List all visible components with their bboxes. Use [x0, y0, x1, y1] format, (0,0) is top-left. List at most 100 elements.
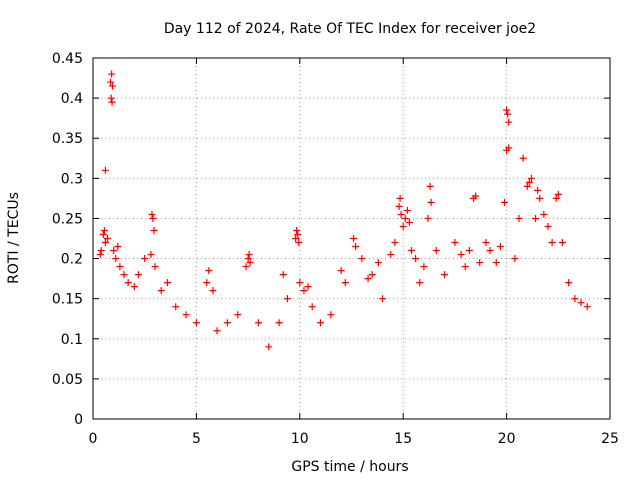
y-axis-label: ROTI / TECUs — [6, 192, 22, 284]
data-point — [157, 287, 165, 295]
data-point — [523, 182, 531, 190]
data-point — [308, 303, 316, 311]
data-point — [295, 239, 303, 247]
data-point — [424, 214, 432, 222]
data-point — [245, 251, 253, 259]
data-point — [108, 70, 116, 78]
y-tick-label: 0 — [74, 412, 83, 428]
data-point — [492, 259, 500, 267]
data-point — [108, 98, 116, 106]
data-point — [399, 222, 407, 230]
data-point — [554, 190, 562, 198]
y-tick-label: 0.05 — [52, 372, 83, 388]
data-point — [548, 239, 556, 247]
data-point — [364, 275, 372, 283]
data-point — [426, 182, 434, 190]
data-point — [151, 263, 159, 271]
data-point — [397, 210, 405, 218]
data-point — [103, 235, 111, 242]
grid-lines — [93, 58, 610, 419]
data-point — [368, 271, 376, 279]
data-point — [209, 287, 217, 295]
data-point — [527, 174, 535, 182]
data-point — [283, 295, 291, 303]
data-point — [472, 192, 480, 200]
data-point — [583, 303, 591, 311]
data-point — [544, 222, 552, 230]
data-point — [172, 303, 180, 311]
data-point — [147, 251, 155, 259]
data-point — [107, 78, 115, 86]
data-point — [124, 279, 132, 287]
data-point — [451, 239, 459, 247]
data-point — [558, 239, 566, 247]
x-axis-label: GPS time / hours — [291, 459, 408, 475]
plot-frame — [92, 57, 611, 420]
data-point — [503, 106, 511, 114]
data-point — [246, 259, 254, 267]
data-point — [304, 283, 312, 291]
data-point — [300, 287, 308, 295]
data-point — [511, 255, 519, 263]
y-tick-label: 0.1 — [61, 332, 83, 348]
data-point — [116, 263, 124, 271]
x-tick-label: 5 — [192, 431, 201, 447]
data-point — [182, 311, 190, 319]
data-point — [203, 279, 211, 287]
data-point — [532, 214, 540, 222]
axis-ticks — [92, 57, 611, 420]
data-point — [405, 218, 413, 226]
data-point — [515, 214, 523, 222]
data-point — [525, 178, 533, 186]
y-tick-label: 0.15 — [52, 292, 83, 308]
data-points — [96, 70, 591, 351]
x-tick-label: 25 — [601, 431, 619, 447]
data-point — [407, 247, 415, 255]
data-point — [279, 271, 287, 279]
data-point — [130, 283, 138, 291]
data-point — [461, 263, 469, 271]
data-point — [416, 279, 424, 287]
data-point — [374, 259, 382, 267]
chart-title: Day 112 of 2024, Rate Of TEC Index for r… — [164, 21, 536, 37]
data-point — [141, 255, 149, 263]
data-point — [296, 279, 304, 287]
data-point — [120, 271, 128, 279]
data-point — [101, 166, 109, 174]
data-point — [110, 247, 118, 255]
data-point — [401, 214, 409, 222]
data-point — [213, 327, 221, 335]
data-point — [504, 110, 512, 118]
data-point — [112, 255, 120, 263]
y-tick-label: 0.35 — [52, 131, 83, 147]
x-tick-label: 15 — [394, 431, 412, 447]
data-point — [316, 319, 324, 327]
x-tick-labels: 0 5 10 15 20 25 — [89, 431, 619, 447]
data-point — [265, 343, 273, 351]
data-point — [403, 206, 411, 214]
data-point — [205, 267, 213, 275]
data-point — [391, 239, 399, 247]
data-point — [337, 267, 345, 275]
data-point — [234, 311, 242, 319]
data-point — [501, 198, 509, 206]
data-point — [97, 247, 105, 255]
y-tick-label: 0.4 — [61, 91, 83, 107]
data-point — [107, 94, 115, 102]
data-point — [101, 239, 109, 247]
data-point — [244, 255, 252, 263]
data-point — [292, 235, 300, 242]
data-point — [379, 295, 387, 303]
data-point — [571, 295, 579, 303]
data-point — [275, 319, 283, 327]
data-point — [96, 251, 104, 259]
data-point — [294, 230, 302, 238]
y-tick-label: 0.25 — [52, 211, 83, 227]
data-point — [565, 279, 573, 287]
y-tick-label: 0.3 — [61, 171, 83, 187]
data-point — [100, 226, 108, 234]
data-point — [505, 118, 513, 126]
data-point — [505, 144, 513, 152]
data-point — [577, 299, 585, 307]
